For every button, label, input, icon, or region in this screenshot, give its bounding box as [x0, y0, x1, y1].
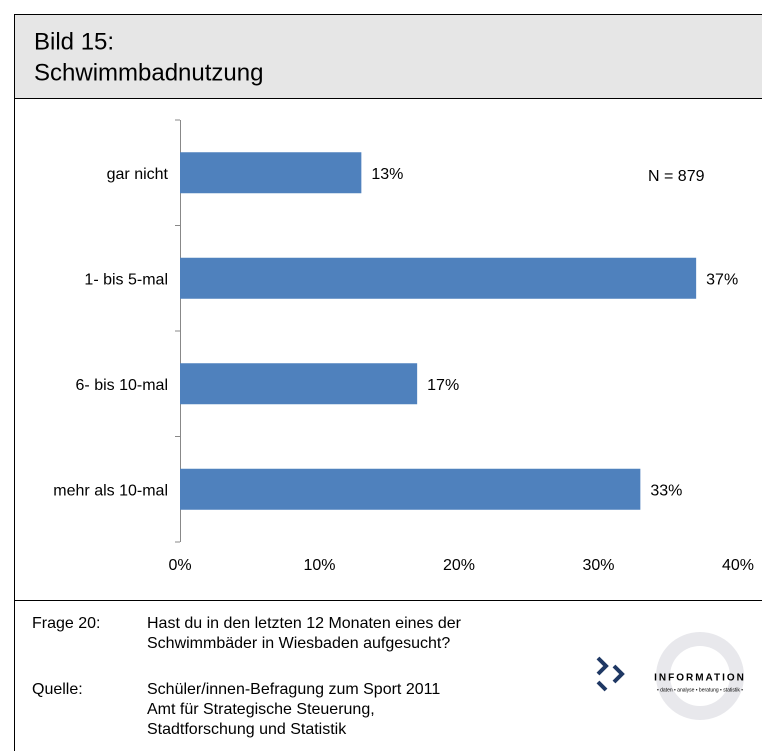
y-tick-label: gar nicht	[107, 166, 169, 183]
logo-text: INFORMATION	[654, 673, 746, 684]
y-tick-label: 1- bis 5-mal	[84, 271, 168, 288]
logo-tagline: • daten • analyse • beratung • statistik…	[657, 687, 743, 693]
bar	[180, 152, 361, 193]
y-tick-label: 6- bis 10-mal	[76, 377, 168, 394]
value-label: 37%	[706, 271, 738, 288]
note-label: Frage 20:	[32, 615, 100, 632]
x-tick-label: 30%	[582, 557, 614, 574]
title-line: Schwimmbadnutzung	[34, 59, 263, 86]
y-tick-label: mehr als 10-mal	[53, 482, 168, 499]
note-line: Schüler/innen-Befragung zum Sport 2011	[147, 681, 440, 698]
annotation: N = 879	[648, 168, 705, 185]
value-label: 33%	[650, 482, 682, 499]
value-label: 17%	[427, 377, 459, 394]
note-line: Amt für Strategische Steuerung,	[147, 701, 375, 718]
bar	[180, 469, 640, 510]
bar	[180, 363, 417, 404]
note-line: Hast du in den letzten 12 Monaten eines …	[147, 615, 462, 632]
bar	[180, 258, 696, 299]
note-line: Stadtforschung und Statistik	[147, 721, 347, 738]
value-label: 13%	[371, 166, 403, 183]
x-tick-label: 40%	[722, 557, 754, 574]
x-tick-label: 10%	[303, 557, 335, 574]
note-label: Quelle:	[32, 681, 83, 698]
note-line: Schwimmbäder in Wiesbaden aufgesucht?	[147, 635, 450, 652]
x-tick-label: 20%	[443, 557, 475, 574]
title-line: Bild 15:	[34, 28, 114, 55]
x-tick-label: 0%	[168, 557, 191, 574]
